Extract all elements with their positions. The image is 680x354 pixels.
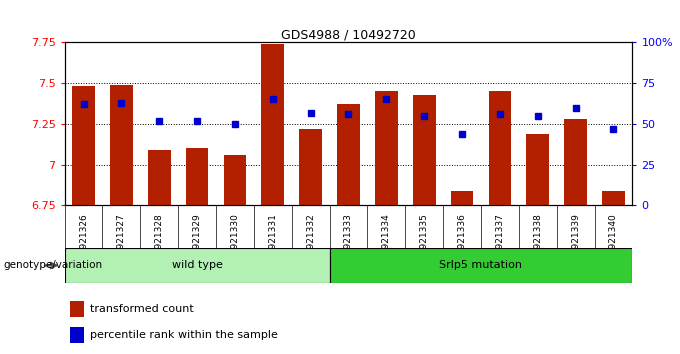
Bar xyxy=(564,119,587,205)
Text: transformed count: transformed count xyxy=(90,304,193,314)
Bar xyxy=(602,191,625,205)
Text: genotype/variation: genotype/variation xyxy=(3,261,103,270)
Bar xyxy=(299,129,322,205)
Bar xyxy=(186,148,209,205)
Bar xyxy=(72,86,95,205)
Text: percentile rank within the sample: percentile rank within the sample xyxy=(90,330,277,340)
Text: Srlp5 mutation: Srlp5 mutation xyxy=(439,261,522,270)
Bar xyxy=(330,248,632,283)
Bar xyxy=(70,301,84,317)
Bar xyxy=(65,248,330,283)
Bar xyxy=(451,191,473,205)
Bar xyxy=(261,44,284,205)
Bar xyxy=(224,155,246,205)
Bar xyxy=(413,95,436,205)
Title: GDS4988 / 10492720: GDS4988 / 10492720 xyxy=(281,28,416,41)
Bar xyxy=(375,91,398,205)
Bar xyxy=(526,134,549,205)
Text: wild type: wild type xyxy=(171,261,222,270)
Bar xyxy=(488,91,511,205)
Bar xyxy=(148,150,171,205)
Bar xyxy=(110,85,133,205)
Bar xyxy=(337,104,360,205)
Bar xyxy=(70,327,84,343)
